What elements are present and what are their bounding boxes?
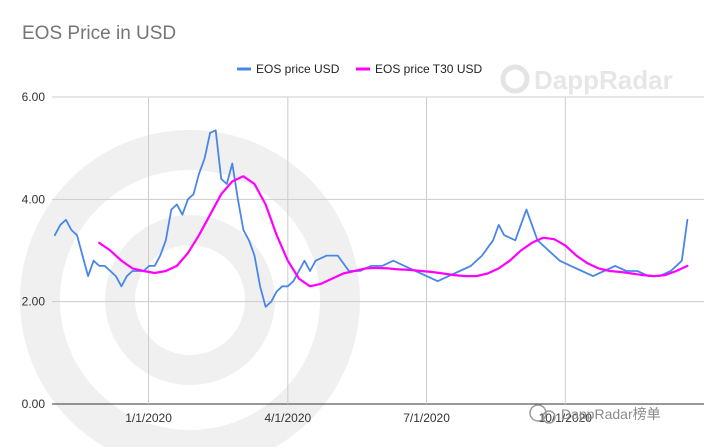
footer-watermark: DappRadar榜单 (529, 404, 661, 424)
x-tick-label: 4/1/2020 (264, 411, 311, 425)
watermark-logo: DappRadar (20, 64, 673, 447)
legend-label-eos-t30: EOS price T30 USD (375, 62, 482, 76)
series-line-eos-price (53, 129, 689, 308)
chart-title: EOS Price in USD (22, 23, 176, 44)
x-axis-ticks: 1/1/2020 4/1/2020 7/1/2020 10/1/2020 (125, 411, 592, 425)
y-axis-ticks: 0.00 2.00 4.00 6.00 (22, 90, 46, 411)
x-tick-label: 1/1/2020 (125, 411, 172, 425)
footer-watermark-text: DappRadar榜单 (561, 406, 661, 422)
y-tick-label: 6.00 (22, 90, 46, 104)
legend: EOS price USD EOS price T30 USD (237, 62, 482, 76)
series-lines (53, 129, 689, 308)
y-tick-label: 2.00 (22, 295, 46, 309)
series-line-eos-t30 (98, 175, 689, 288)
x-tick-label: 7/1/2020 (403, 411, 450, 425)
grid (52, 96, 704, 405)
y-tick-label: 4.00 (22, 192, 46, 206)
legend-label-eos-price: EOS price USD (256, 62, 340, 76)
y-tick-label: 0.00 (22, 397, 46, 411)
watermark-brand-text: DappRadar (534, 65, 673, 95)
